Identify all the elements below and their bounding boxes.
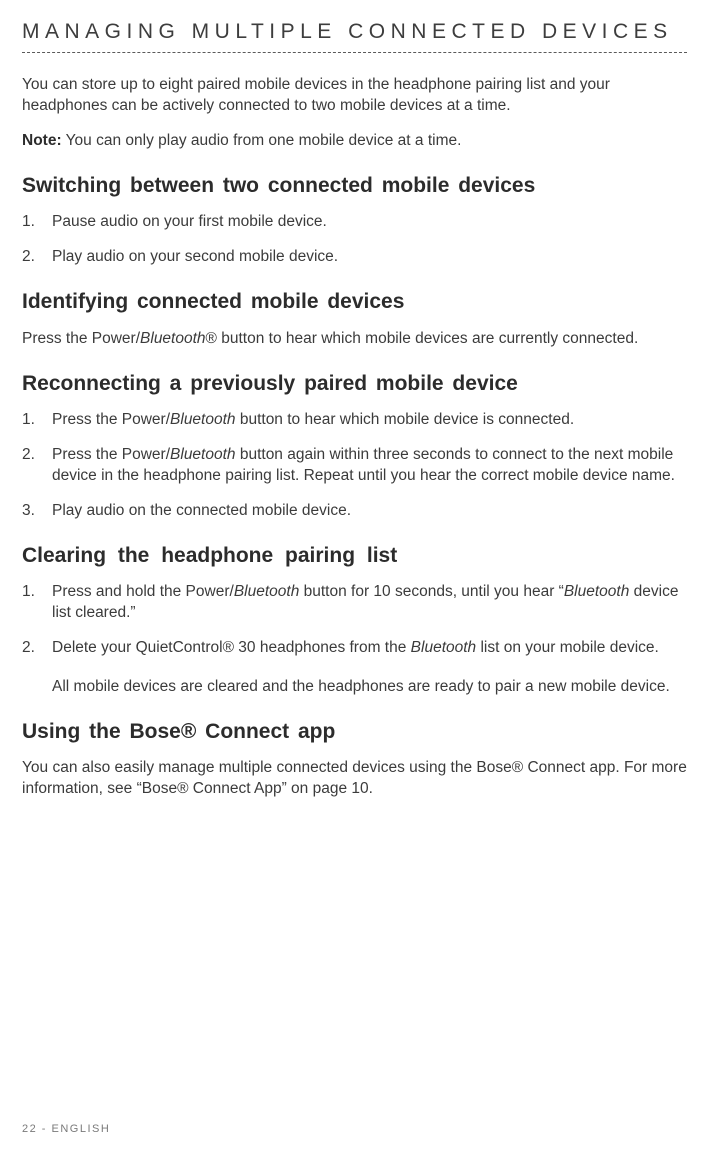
note-label: Note: [22,132,62,149]
text-fragment: Press the Power/ [52,411,170,428]
note-body: You can only play audio from one mobile … [62,132,462,149]
list-number: 3. [22,501,44,522]
list-number: 1. [22,212,44,233]
list-item: 1. Pause audio on your first mobile devic… [22,212,687,233]
list-number: 1. [22,582,44,603]
bluetooth-word: Bluetooth [140,330,206,347]
list-item: 3. Play audio on the connected mobile dev… [22,501,687,522]
list-item: 2. Play audio on your second mobile devic… [22,247,687,268]
bluetooth-word: Bluetooth [411,639,477,656]
bluetooth-word: Bluetooth [564,583,630,600]
identify-paragraph: Press the Power/Bluetooth® button to hea… [22,329,687,350]
list-item: 2. Press the Power/Bluetooth button agai… [22,445,687,487]
list-number: 2. [22,638,44,659]
text-fragment: button for 10 seconds, until you hear “ [299,583,564,600]
text-fragment: button to hear which mobile device is co… [236,411,575,428]
clearing-list: 1. Press and hold the Power/Bluetooth bu… [22,582,687,659]
text-fragment: Delete your QuietControl® 30 headphones … [52,639,411,656]
heading-clearing: Clearing the headphone pairing list [22,542,687,570]
bluetooth-word: Bluetooth [234,583,300,600]
list-number: 1. [22,410,44,431]
intro-paragraph: You can store up to eight paired mobile … [22,75,687,117]
list-item: 1. Press the Power/Bluetooth button to h… [22,410,687,431]
app-paragraph: You can also easily manage multiple conn… [22,758,687,800]
bluetooth-word: Bluetooth [170,446,236,463]
heading-reconnect: Reconnecting a previously paired mobile … [22,370,687,398]
heading-app: Using the Bose® Connect app [22,718,687,746]
list-text: Play audio on the connected mobile devic… [52,502,351,519]
text-fragment: list on your mobile device. [476,639,659,656]
note-paragraph: Note: You can only play audio from one m… [22,131,687,152]
list-text: Play audio on your second mobile device. [52,248,338,265]
clearing-tail: All mobile devices are cleared and the h… [22,677,687,698]
text-fragment: Press the Power/ [22,330,140,347]
reconnect-list: 1. Press the Power/Bluetooth button to h… [22,410,687,522]
bluetooth-word: Bluetooth [170,411,236,428]
heading-switching: Switching between two connected mobile d… [22,172,687,200]
list-item: 2. Delete your QuietControl® 30 headphon… [22,638,687,659]
text-fragment: Press and hold the Power/ [52,583,234,600]
page-footer: 22 - ENGLISH [22,1122,110,1137]
page-title: MANAGING MULTIPLE CONNECTED DEVICES [22,18,687,53]
text-fragment: Press the Power/ [52,446,170,463]
list-item: 1. Press and hold the Power/Bluetooth bu… [22,582,687,624]
switching-list: 1. Pause audio on your first mobile devic… [22,212,687,268]
list-text: Pause audio on your first mobile device. [52,213,327,230]
text-fragment: ® button to hear which mobile devices ar… [206,330,639,347]
list-number: 2. [22,445,44,466]
list-number: 2. [22,247,44,268]
heading-identify: Identifying connected mobile devices [22,288,687,316]
